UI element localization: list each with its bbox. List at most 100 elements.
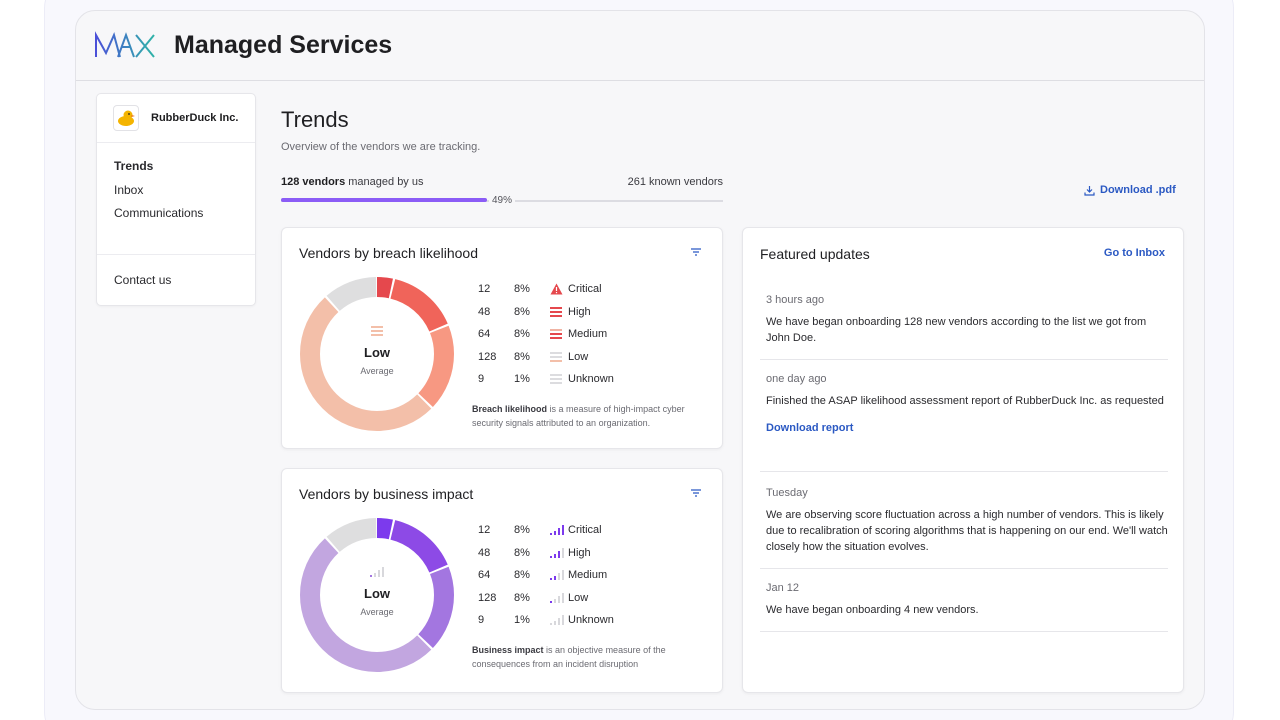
update-item: 3 hours ago We have began onboarding 128… [760,294,1168,360]
signal-1-icon [550,591,568,605]
update-item: Tuesday We are observing score fluctuati… [760,487,1168,569]
impact-average-value: Low [364,586,390,601]
row-count: 9 [478,614,485,627]
impact-center: Low Average [337,564,417,617]
row-percent: 8% [514,305,530,318]
row-percent: 8% [514,546,530,559]
row-count: 12 [478,283,491,296]
download-report-link[interactable]: Download report [766,422,854,434]
legend-row: 9 1% Unknown [478,368,668,391]
go-to-inbox-link[interactable]: Go to Inbox [1103,247,1165,259]
managed-suffix: managed by us [348,176,424,188]
row-label: Low [568,350,589,363]
bars-medium-icon [550,327,568,341]
featured-title: Featured updates [760,246,870,262]
note-text: is an objective measure of the consequen… [472,645,666,669]
note-text: is a measure of high-impact cyber securi… [472,404,685,428]
app-header: Managed Services [76,11,1204,81]
duck-avatar-icon [113,105,139,131]
update-message: Finished the ASAP likelihood assessment … [766,395,1164,407]
breach-average-label: Average [360,366,394,376]
breach-legend: 12 8% Critical 48 8% High 64 8% Medium 128 8% Lo… [478,278,668,391]
row-label: Unknown [568,614,614,627]
breach-average-value: Low [364,345,390,360]
row-label: Low [568,591,589,604]
row-percent: 1% [514,373,530,386]
row-percent: 8% [514,283,530,296]
impact-segment-medium [300,518,454,672]
signal-2-icon [550,568,568,582]
featured-updates-card: Featured updates Go to Inbox 3 hours ago… [742,227,1184,693]
row-count: 128 [478,350,497,363]
row-label: High [568,546,591,559]
row-percent: 1% [514,614,530,627]
breach-segment-low [300,277,454,431]
page-title: Trends [281,107,349,132]
row-percent: 8% [514,350,530,363]
breach-segment-medium [300,277,454,431]
legend-row: 48 8% High [478,542,668,565]
download-icon [1084,185,1095,196]
sidebar-item-inbox[interactable]: Inbox [114,182,144,197]
row-label: Critical [568,283,602,296]
breach-card: Vendors by breach likelihood Low Average… [281,227,723,449]
sidebar: RubberDuck Inc. Trends Inbox Communicati… [96,93,256,306]
bars-unknown-icon [550,372,568,386]
row-percent: 8% [514,569,530,582]
signal-1-icon [370,567,384,577]
row-count: 64 [478,328,491,341]
update-message: We have began onboarding 128 new vendors… [766,316,1147,344]
update-time: one day ago [766,373,827,385]
org-header: RubberDuck Inc. [97,94,255,143]
known-vendors-label: 261 known vendors [627,176,723,188]
update-message: We have began onboarding 4 new vendors. [766,604,979,616]
update-time: Tuesday [766,487,808,499]
impact-average-label: Average [360,607,394,617]
update-item: one day ago Finished the ASAP likelihood… [760,373,1168,472]
row-label: Unknown [568,373,614,386]
legend-row: 64 8% Medium [478,564,668,587]
signal-3-icon [550,546,568,560]
impact-card-title: Vendors by business impact [299,486,474,502]
row-label: High [568,305,591,318]
sidebar-item-contact-us[interactable]: Contact us [114,273,172,287]
update-time: Jan 12 [766,582,800,594]
managed-vendors-label: 128 vendors managed by us [281,176,423,188]
row-count: 12 [478,524,491,537]
row-percent: 8% [514,524,530,537]
legend-row: 128 8% Low [478,346,668,369]
filter-icon[interactable] [690,246,702,258]
note-bold: Breach likelihood [472,404,548,414]
row-label: Medium [568,569,608,582]
impact-note: Business impact is an objective measure … [472,643,712,671]
page-subtitle: Overview of the vendors we are tracking. [281,141,481,153]
bars-low-icon [371,326,383,336]
app-window: Managed Services RubberDuck Inc. Trends … [75,10,1205,710]
download-pdf-button[interactable]: Download .pdf [1084,184,1176,196]
row-count: 48 [478,305,491,318]
sidebar-item-trends[interactable]: Trends [114,159,154,173]
legend-row: 12 8% Critical [478,519,668,542]
row-count: 64 [478,569,491,582]
row-count: 128 [478,591,497,604]
bars-low-icon [550,350,568,364]
row-count: 9 [478,373,485,386]
impact-legend: 12 8% Critical 48 8% High 64 8% Medium 128 8% Lo… [478,519,668,632]
progress-percent: 49% [489,195,516,206]
row-label: Critical [568,524,602,537]
sidebar-item-communications[interactable]: Communications [114,206,204,220]
impact-donut-chart [300,518,454,672]
org-name: RubberDuck Inc. [151,112,239,124]
legend-row: 48 8% High [478,301,668,324]
legend-row: 64 8% Medium [478,323,668,346]
legend-row: 12 8% Critical [478,278,668,301]
download-pdf-label: Download .pdf [1100,184,1176,196]
progress-fill [281,198,487,202]
legend-row: 9 1% Unknown [478,609,668,632]
note-bold: Business impact [472,645,544,655]
app-title: Managed Services [174,31,393,59]
breach-donut-chart [300,277,454,431]
filter-icon[interactable] [690,487,702,499]
max-logo-icon [95,30,155,58]
breach-center: Low Average [337,323,417,376]
